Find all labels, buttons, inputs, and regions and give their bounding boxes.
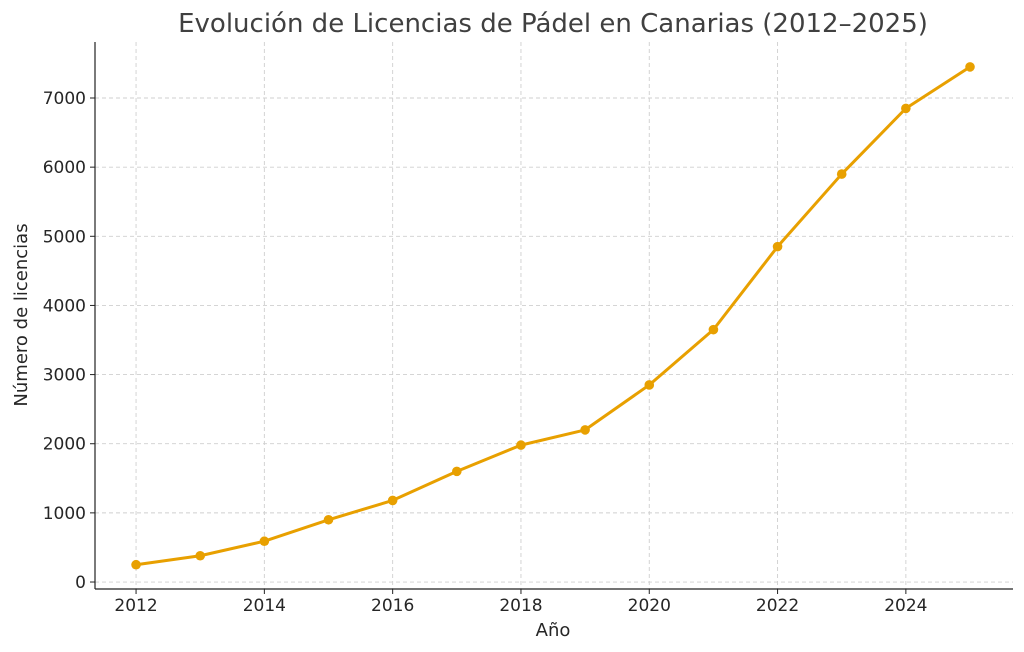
data-point <box>836 169 847 179</box>
grid <box>95 42 1013 589</box>
x-tick-label: 2020 <box>628 596 671 616</box>
y-tick-label: 5000 <box>43 227 86 247</box>
ticks: 2012 2014 2016 2018 2020 2022 2024 0 1000 2000 300… <box>43 89 928 616</box>
y-tick-label: 7000 <box>43 89 86 109</box>
data-point <box>644 380 655 390</box>
data-point <box>131 559 141 570</box>
series-line <box>135 65 971 567</box>
series <box>131 62 975 570</box>
x-axis-label: Año <box>536 620 571 641</box>
y-axis-label: Número de licencias <box>11 223 32 406</box>
x-tick-label: 2012 <box>114 596 157 616</box>
data-point <box>387 495 398 506</box>
data-point <box>452 466 462 477</box>
y-tick-label: 0 <box>75 573 86 593</box>
x-tick-label: 2016 <box>371 596 414 616</box>
chart-title: Evolución de Licencias de Pádel en Canar… <box>178 9 928 39</box>
x-tick-label: 2018 <box>499 596 542 616</box>
y-tick-label: 1000 <box>43 504 86 524</box>
data-point <box>580 425 590 435</box>
data-point <box>516 440 526 450</box>
x-tick-label: 2014 <box>243 596 286 616</box>
y-tick-label: 4000 <box>43 296 86 316</box>
y-tick-label: 6000 <box>43 158 86 178</box>
y-tick-label: 2000 <box>43 435 86 455</box>
axes <box>94 42 1013 590</box>
x-tick-label: 2024 <box>884 596 927 616</box>
data-point <box>195 550 206 561</box>
data-point <box>708 324 719 335</box>
data-point <box>901 103 911 114</box>
x-tick-label: 2022 <box>756 596 799 616</box>
data-point <box>965 62 975 72</box>
data-point <box>259 536 270 547</box>
y-tick-label: 3000 <box>43 366 86 386</box>
data-point <box>772 241 783 252</box>
data-point <box>323 514 334 525</box>
